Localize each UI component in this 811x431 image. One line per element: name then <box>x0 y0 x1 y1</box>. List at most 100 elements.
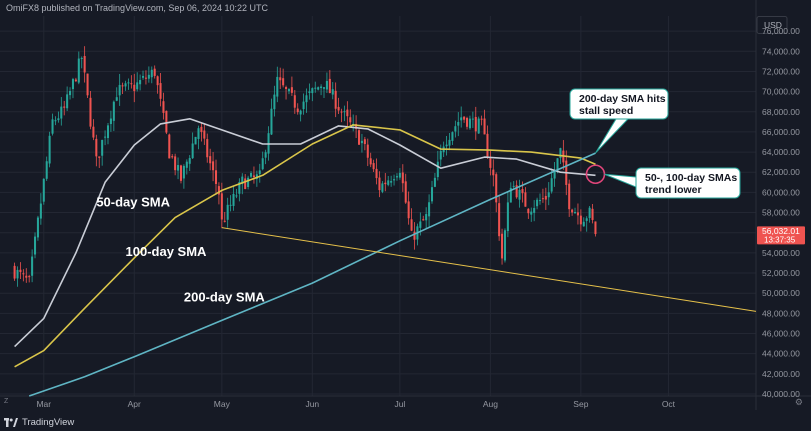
candle-body <box>305 95 308 103</box>
candle-body <box>191 143 194 159</box>
candle-body <box>16 269 19 279</box>
candle-body <box>150 69 153 78</box>
candle-body <box>369 158 372 165</box>
candle-body <box>398 172 401 178</box>
candle-body <box>390 181 393 183</box>
candle-body <box>576 212 579 216</box>
candle-body <box>328 78 331 94</box>
y-tick-label: 52,000.00 <box>762 268 800 278</box>
candle-body <box>314 87 317 89</box>
callout-box <box>569 88 669 120</box>
y-tick-label: 54,000.00 <box>762 248 800 258</box>
candle-body <box>544 195 547 200</box>
candle-body <box>378 177 381 191</box>
candle-body <box>83 56 86 73</box>
candle-body <box>144 77 147 79</box>
x-tick-label: Jun <box>305 399 319 409</box>
candle-body <box>45 161 48 179</box>
candle-body <box>121 85 124 87</box>
candle-body <box>381 183 384 192</box>
currency-label: USD <box>764 20 782 30</box>
candle-body <box>366 144 369 158</box>
candle-body <box>250 173 253 177</box>
gear-icon[interactable]: ⚙ <box>794 397 803 407</box>
x-tick-label: Oct <box>662 399 676 409</box>
candle-body <box>524 192 527 207</box>
x-tick-label: Aug <box>483 399 498 409</box>
candle-body <box>574 212 577 214</box>
candle-body <box>521 189 524 194</box>
candle-body <box>585 218 588 221</box>
callout-box <box>635 167 741 199</box>
candle-body <box>206 139 209 158</box>
y-axis: USD 40,000.00 42,000.00 44,000.00 46,000.00 4… <box>756 16 805 399</box>
y-tick-label: 48,000.00 <box>762 308 800 318</box>
trendline-layer <box>221 227 757 312</box>
y-tick-label: 68,000.00 <box>762 107 800 117</box>
callout-text: 200-day SMA hits <box>579 93 666 105</box>
candle-body <box>355 124 358 129</box>
y-tick-label: 40,000.00 <box>762 389 800 399</box>
candle-body <box>471 118 474 120</box>
candle-body <box>343 111 346 113</box>
candle-body <box>360 140 363 144</box>
candle-body <box>80 57 83 59</box>
last-price-value: 56,032.01 <box>762 226 800 236</box>
y-tick-label: 42,000.00 <box>762 369 800 379</box>
candle-body <box>454 126 457 132</box>
sma-lines <box>14 118 596 397</box>
candle-body <box>226 204 229 220</box>
candle-body <box>591 208 594 220</box>
candle-body <box>457 122 460 126</box>
candle-body <box>588 207 591 218</box>
candle-body <box>553 170 556 179</box>
candle-body <box>439 150 442 160</box>
candle-body <box>568 183 571 210</box>
candle-body <box>594 221 597 235</box>
candle-body <box>139 80 142 85</box>
tradingview-logo[interactable]: TradingView <box>4 417 74 428</box>
candle-body <box>104 136 107 138</box>
x-tick-label: Mar <box>36 399 51 409</box>
candle-body <box>54 120 57 122</box>
candle-body <box>42 178 45 202</box>
candle-body <box>229 204 232 206</box>
candle-body <box>22 273 25 275</box>
candle-body <box>95 138 98 157</box>
candle-body <box>515 185 518 198</box>
candle-body <box>538 200 542 202</box>
sma-line-1 <box>14 118 596 348</box>
y-tick-label: 70,000.00 <box>762 87 800 97</box>
candle-body <box>258 170 261 175</box>
y-tick-label: 46,000.00 <box>762 329 800 339</box>
candle-body <box>287 89 290 92</box>
candle-body <box>220 193 223 220</box>
sma-label: 100-day SMA <box>126 244 208 259</box>
candle-body <box>401 172 404 184</box>
candle-body <box>308 91 311 93</box>
candle-body <box>325 80 328 90</box>
candle-body <box>209 156 212 164</box>
x-axis: Mar Apr May Jun Jul Aug Sep Oct <box>36 399 675 409</box>
candle-body <box>436 161 439 178</box>
candle-body <box>264 152 267 158</box>
candle-body <box>448 139 451 146</box>
candle-body <box>474 116 477 132</box>
candle-body <box>115 97 118 101</box>
zoom-button[interactable]: Z <box>4 398 9 405</box>
candle-body <box>241 176 244 184</box>
candle-body <box>60 106 63 119</box>
candle-body <box>212 161 215 171</box>
candle-body <box>322 87 326 89</box>
candle-body <box>480 118 483 120</box>
y-tick-label: 44,000.00 <box>762 349 800 359</box>
x-tick-label: Apr <box>128 399 141 409</box>
candle-body <box>118 84 121 96</box>
candle-body <box>194 136 197 145</box>
candle-body <box>582 221 585 227</box>
publisher-text: OmiFX8 published on TradingView.com, Sep… <box>6 3 268 13</box>
candle-body <box>165 110 168 133</box>
candle-body <box>413 231 416 240</box>
